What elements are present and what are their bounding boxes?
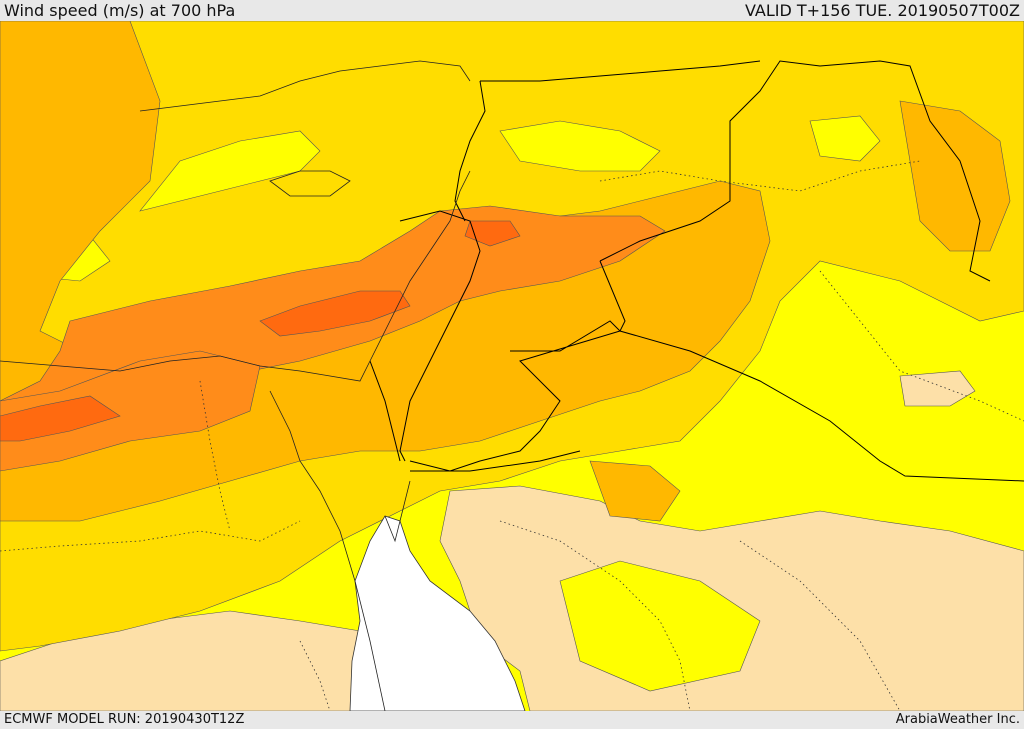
wind-band-low-inner <box>559 560 761 692</box>
map-footer: ECMWF MODEL RUN: 20190430T12Z ArabiaWeat… <box>0 711 1024 729</box>
wind-band-high-east <box>899 100 1011 252</box>
wind-gap-northeast <box>499 120 661 172</box>
map-header: Wind speed (m/s) at 700 hPa VALID T+156 … <box>0 0 1024 21</box>
wind-band-max-sw <box>0 395 121 442</box>
map-title: Wind speed (m/s) at 700 hPa <box>4 1 236 20</box>
wind-gap-north <box>139 130 321 212</box>
valid-time: VALID T+156 TUE. 20190507T00Z <box>744 1 1020 20</box>
wind-band-max <box>259 290 411 337</box>
model-run-label: ECMWF MODEL RUN: 20190430T12Z <box>4 712 245 727</box>
wind-speed-map <box>0 21 1024 711</box>
wind-band-very-high-sw <box>0 350 261 472</box>
wind-band-very-low-patch <box>899 370 976 407</box>
wind-map-svg <box>0 21 1024 711</box>
credit-label: ArabiaWeather Inc. <box>895 712 1020 727</box>
internal-boundaries <box>0 160 1024 711</box>
coastlines <box>0 60 471 711</box>
wind-band-high-patch <box>589 460 681 522</box>
wind-gap-east <box>809 115 881 162</box>
country-borders <box>369 60 1024 482</box>
wind-band-max-levant <box>464 220 521 247</box>
sea-gap <box>349 515 526 711</box>
